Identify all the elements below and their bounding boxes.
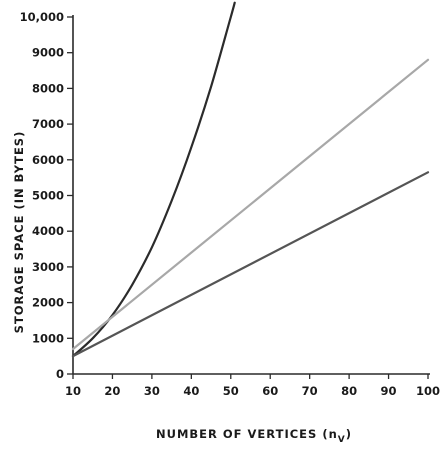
y-tick-label: 8000 xyxy=(32,81,64,95)
x-axis-label-main: NUMBER OF VERTICES (n xyxy=(156,427,338,441)
y-tick-label: 7000 xyxy=(32,117,64,131)
y-tick-label: 0 xyxy=(56,367,64,381)
x-axis-label-sub: V xyxy=(338,435,346,445)
x-tick-label: 60 xyxy=(262,384,278,398)
y-axis-label: STORAGE SPACE (IN BYTES) xyxy=(12,131,26,334)
x-axis-label: NUMBER OF VERTICES (nV) xyxy=(156,427,352,445)
tick-labels: 0 1000 2000 3000 4000 5000 6000 7000 8000 9000 10,… xyxy=(20,10,440,398)
y-tick-label: 4000 xyxy=(32,224,64,238)
y-tick-label: 1000 xyxy=(32,331,64,345)
y-tick-label: 9000 xyxy=(32,46,64,60)
y-tick-label: 5000 xyxy=(32,189,64,203)
series-line-1 xyxy=(71,1,236,358)
x-tick-label: 70 xyxy=(302,384,318,398)
x-tick-label: 10 xyxy=(65,384,81,398)
x-tick-label: 30 xyxy=(144,384,160,398)
y-tick-label: 3000 xyxy=(32,260,64,274)
series-clip-group xyxy=(71,1,430,358)
y-tick-label: 6000 xyxy=(32,153,64,167)
x-tick-label: 40 xyxy=(183,384,199,398)
series-group xyxy=(71,1,430,358)
series-line-3 xyxy=(71,171,430,358)
series-line-2 xyxy=(71,58,430,351)
y-tick-label: 2000 xyxy=(32,296,64,310)
x-tick-label: 100 xyxy=(416,384,440,398)
x-axis-label-close: ) xyxy=(346,427,352,441)
y-tick-label: 10,000 xyxy=(20,10,64,24)
x-tick-label: 90 xyxy=(381,384,397,398)
x-tick-label: 50 xyxy=(223,384,239,398)
x-tick-label: 20 xyxy=(104,384,120,398)
x-tick-label: 80 xyxy=(341,384,357,398)
axes xyxy=(67,15,430,379)
